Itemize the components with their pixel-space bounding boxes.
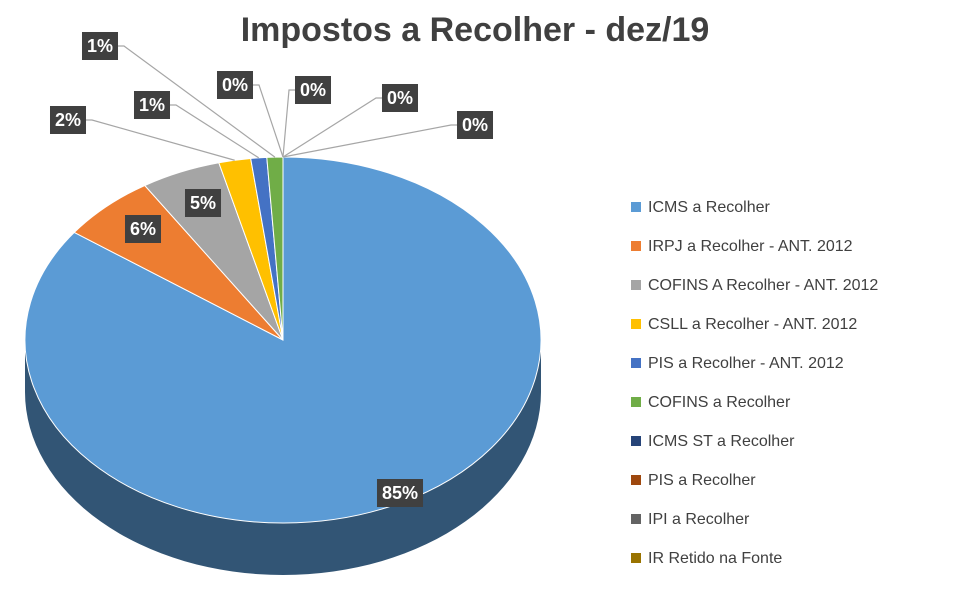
label-box [294, 76, 332, 104]
data-label: 2% [49, 106, 235, 161]
data-label: 5% [184, 189, 222, 217]
data-label: 6% [124, 215, 162, 243]
legend-label: COFINS a Recolher [648, 394, 791, 411]
label-text: 0% [387, 88, 413, 108]
label-text: 5% [190, 193, 216, 213]
legend-swatch [631, 475, 641, 485]
label-box [381, 84, 419, 112]
label-text: 0% [300, 80, 326, 100]
legend-swatch [631, 202, 641, 212]
pie-side [25, 340, 541, 575]
legend-label: IR Retido na Fonte [648, 550, 782, 567]
label-box [124, 215, 162, 243]
label-box [49, 106, 87, 134]
data-label: 1% [133, 91, 260, 159]
legend-label: CSLL a Recolher - ANT. 2012 [648, 316, 857, 333]
legend-swatch [631, 553, 641, 563]
data-label: 85% [376, 479, 424, 507]
data-label: 0% [216, 71, 284, 158]
legend-swatch [631, 241, 641, 251]
label-text: 6% [130, 219, 156, 239]
label-box [184, 189, 222, 217]
label-text: 85% [382, 483, 418, 503]
legend-label: COFINS A Recolher - ANT. 2012 [648, 277, 878, 294]
legend-swatch [631, 436, 641, 446]
legend-label: IRPJ a Recolher - ANT. 2012 [648, 238, 853, 255]
label-box [456, 111, 494, 139]
label-box [81, 32, 119, 60]
legend-swatch [631, 397, 641, 407]
legend-label: PIS a Recolher [648, 472, 756, 489]
data-label: 0% [282, 111, 494, 158]
label-box [376, 479, 424, 507]
legend-swatch [631, 280, 641, 290]
data-label: 0% [282, 76, 332, 158]
leader-line [282, 124, 475, 158]
label-text: 0% [222, 75, 248, 95]
legend-swatch [631, 358, 641, 368]
label-text: 1% [87, 36, 113, 56]
legend-swatch [631, 514, 641, 524]
legend-swatch [631, 319, 641, 329]
label-text: 1% [139, 95, 165, 115]
legend-label: PIS a Recolher - ANT. 2012 [648, 355, 844, 372]
legend-label: ICMS ST a Recolher [648, 433, 795, 450]
chart-title: Impostos a Recolher - dez/19 [241, 11, 710, 49]
data-label: 1% [81, 32, 276, 158]
label-text: 2% [55, 110, 81, 130]
data-label: 0% [282, 84, 419, 158]
legend-label: ICMS a Recolher [648, 199, 770, 216]
leader-line [100, 45, 276, 158]
legend-label: IPI a Recolher [648, 511, 750, 528]
label-box [216, 71, 254, 99]
label-box [133, 91, 171, 119]
label-text: 0% [462, 115, 488, 135]
